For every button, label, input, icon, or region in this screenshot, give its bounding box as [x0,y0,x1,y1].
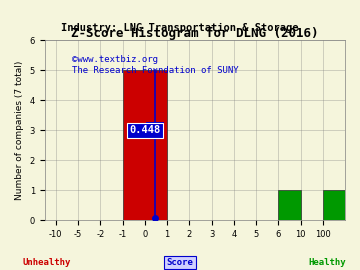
Bar [122,70,167,220]
Text: Healthy: Healthy [309,258,346,267]
Text: Unhealthy: Unhealthy [23,258,71,267]
Bar [278,190,301,220]
Title: Z-Score Histogram for DLNG (2016): Z-Score Histogram for DLNG (2016) [71,27,319,40]
Text: Industry: LNG Transportation & Storage: Industry: LNG Transportation & Storage [61,23,299,33]
Text: 0.448: 0.448 [129,125,161,135]
Text: Score: Score [167,258,193,267]
Y-axis label: Number of companies (7 total): Number of companies (7 total) [15,60,24,200]
Bar [323,190,345,220]
Text: ©www.textbiz.org: ©www.textbiz.org [72,55,158,64]
Text: The Research Foundation of SUNY: The Research Foundation of SUNY [72,66,239,75]
